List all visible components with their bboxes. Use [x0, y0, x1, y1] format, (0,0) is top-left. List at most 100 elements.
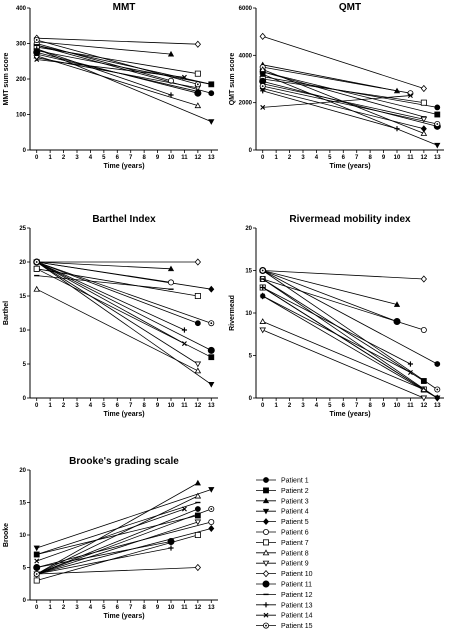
series-line	[36, 261, 212, 324]
data-point	[33, 577, 40, 584]
data-point	[420, 395, 428, 402]
x-tick-label: 3	[301, 403, 305, 409]
legend-marker	[262, 622, 269, 629]
series-15	[33, 505, 215, 578]
data-point	[194, 563, 201, 572]
series-line	[262, 85, 438, 125]
legend-item: Patient 10	[256, 569, 313, 578]
x-tick-label: 13	[208, 403, 215, 409]
legend: Patient 1 Patient 2 Patient 3 Patient 4 Pati…	[256, 477, 313, 630]
x-tick-label: 3	[75, 605, 79, 611]
series-9	[259, 327, 428, 402]
x-tick-label: 2	[288, 155, 292, 161]
x-tick-label: 8	[368, 155, 372, 161]
x-tick-label: 7	[355, 155, 359, 161]
legend-label: Patient 11	[281, 582, 312, 589]
data-point-dot	[35, 261, 38, 263]
series-14	[260, 293, 413, 375]
chart-title: Brooke's grading scale	[69, 456, 179, 467]
data-point	[167, 77, 174, 84]
series-9	[33, 259, 202, 368]
x-tick-label: 9	[156, 155, 160, 161]
series-line	[36, 567, 198, 575]
x-tick-label: 1	[274, 403, 278, 409]
x-tick-label: 5	[328, 155, 332, 161]
legend-marker	[263, 477, 269, 483]
y-tick-label: 5	[249, 354, 253, 360]
x-axis-label: Time (years)	[103, 411, 144, 418]
series-4	[33, 259, 215, 388]
y-tick-label: 20	[19, 468, 26, 474]
data-point	[194, 81, 201, 88]
data-point	[167, 279, 174, 286]
data-point-dot	[35, 573, 38, 575]
data-point	[208, 354, 215, 361]
data-point	[434, 361, 441, 367]
series-13	[34, 259, 188, 333]
data-point	[208, 382, 215, 388]
data-point	[33, 265, 40, 272]
series-line	[36, 51, 198, 94]
series-line	[36, 261, 212, 385]
series-line	[262, 321, 425, 390]
y-tick-label: 200	[16, 77, 27, 83]
series-11	[33, 48, 202, 97]
series-line	[262, 295, 438, 399]
x-tick-label: 10	[394, 155, 401, 161]
series-15	[259, 83, 441, 127]
x-tick-label: 6	[342, 155, 346, 161]
legend-label: Patient 2	[281, 488, 309, 495]
x-tick-label: 2	[288, 403, 292, 409]
legend-item: Patient 15	[256, 622, 313, 630]
data-point-dot	[210, 322, 213, 325]
x-tick-label: 13	[208, 605, 215, 611]
series-4	[33, 487, 215, 552]
series-line	[36, 261, 172, 270]
data-point	[420, 275, 427, 283]
x-tick-label: 6	[116, 403, 120, 409]
legend-label: Patient 13	[281, 602, 313, 609]
data-point-dot	[436, 388, 439, 391]
series-line	[262, 270, 438, 390]
x-tick-label: 3	[75, 155, 79, 161]
data-point	[33, 36, 40, 43]
x-tick-label: 11	[181, 403, 188, 409]
data-point	[34, 558, 40, 564]
series-line	[262, 278, 438, 399]
series-line	[36, 261, 198, 324]
data-point	[208, 285, 215, 293]
series-13	[260, 88, 400, 132]
y-tick-label: 0	[249, 396, 253, 402]
legend-label: Patient 1	[281, 478, 309, 485]
y-tick-label: 15	[19, 294, 26, 300]
y-tick-label: 0	[23, 598, 27, 604]
y-tick-label: 6000	[239, 6, 253, 12]
data-point	[420, 326, 427, 333]
series-12	[34, 274, 174, 290]
x-tick-label: 4	[315, 155, 319, 161]
series-line	[262, 88, 424, 130]
legend-label: Patient 4	[281, 509, 309, 516]
x-tick-label: 11	[407, 155, 414, 161]
series-line	[36, 48, 172, 96]
series-line	[36, 261, 212, 351]
series-line	[36, 39, 198, 85]
data-point	[393, 317, 401, 325]
legend-marker	[262, 539, 269, 546]
data-point	[394, 126, 400, 132]
series-12	[260, 71, 427, 118]
series-3	[33, 38, 175, 57]
data-point	[194, 292, 201, 299]
data-point	[434, 142, 441, 149]
x-tick-label: 0	[35, 155, 39, 161]
data-point	[208, 525, 215, 532]
data-point	[194, 512, 201, 519]
x-tick-label: 0	[35, 403, 39, 409]
data-point	[208, 519, 215, 526]
series-8	[259, 318, 428, 392]
x-tick-label: 1	[48, 155, 52, 161]
data-point	[194, 102, 202, 109]
